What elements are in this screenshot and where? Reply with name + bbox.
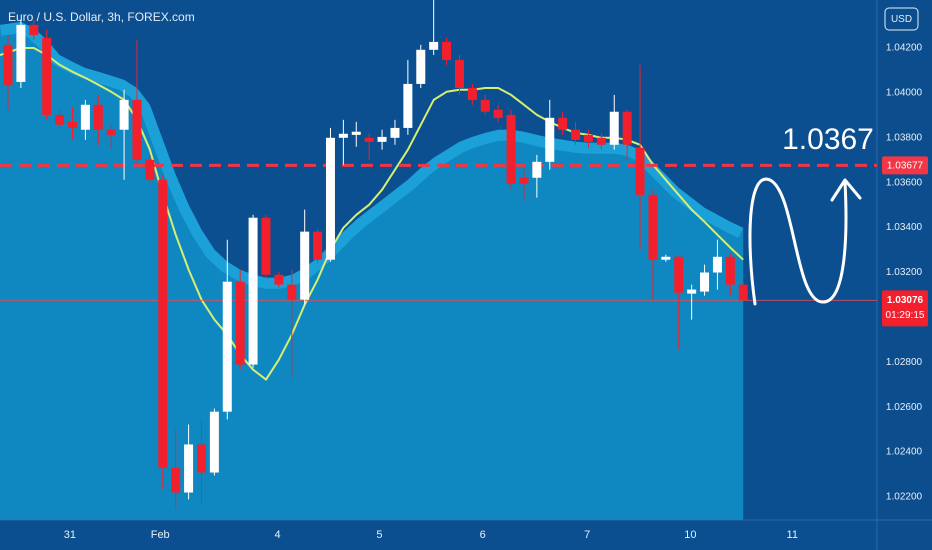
x-tick-label: Feb: [151, 529, 170, 541]
candle-body: [648, 194, 658, 260]
candle-body: [725, 256, 735, 285]
candle-body: [248, 217, 258, 365]
candle-body: [454, 59, 464, 88]
chart-title: Euro / U.S. Dollar, 3h, FOREX.com: [8, 10, 195, 24]
candle-body: [700, 272, 710, 292]
candle-body: [480, 99, 490, 112]
candle-body: [274, 274, 284, 285]
candle-body: [467, 87, 477, 100]
candle-body: [80, 104, 90, 130]
moving-average-line: [0, 47, 744, 381]
y-tick-label: 1.04200: [886, 43, 923, 54]
y-tick-label: 1.02800: [886, 357, 923, 368]
candle-body: [506, 114, 516, 184]
price-axis-panel: [877, 0, 932, 550]
candle-body: [674, 256, 684, 293]
y-tick-label: 1.02400: [886, 447, 923, 458]
candle-body: [287, 284, 297, 300]
arrow-head: [830, 178, 862, 202]
candle-body: [184, 444, 194, 493]
candle-body: [609, 111, 619, 145]
y-tick-label: 1.03600: [886, 177, 923, 188]
y-tick-label: 1.03200: [886, 267, 923, 278]
x-tick-label: 6: [480, 529, 486, 541]
y-tick-label: 1.02200: [886, 492, 923, 503]
level-price-box: [882, 156, 928, 175]
y-tick-label: 1.03400: [886, 222, 923, 233]
x-tick-label: 4: [275, 529, 281, 541]
level-price-label: 1.03677: [887, 161, 924, 172]
candle-body: [532, 161, 542, 178]
x-tick-label: 11: [787, 529, 798, 541]
currency-label[interactable]: USD: [891, 14, 912, 25]
candle-body: [313, 231, 323, 260]
candle-body: [132, 99, 142, 160]
candle-body: [235, 281, 245, 365]
currency-button[interactable]: [884, 7, 919, 31]
annotation: 1.0367: [782, 123, 874, 156]
candle-body: [442, 41, 452, 60]
hand-drawn-path: [748, 177, 848, 306]
x-tick-label: 31: [64, 529, 76, 541]
y-tick-label: 1.04000: [886, 88, 923, 99]
candle-body: [16, 24, 26, 82]
x-tick-label: 5: [376, 529, 382, 541]
candle-body: [403, 83, 413, 128]
candle-body: [351, 131, 361, 135]
candle-body: [635, 147, 645, 195]
candle-body: [519, 177, 529, 184]
candle-body: [622, 111, 632, 145]
candle-body: [377, 136, 387, 142]
candle-body: [67, 121, 77, 128]
candle-body: [158, 179, 168, 468]
candle-body: [3, 44, 13, 85]
candle-body: [596, 137, 606, 145]
candle-body: [145, 159, 155, 180]
candle-body: [261, 217, 271, 275]
y-tick-label: 1.03800: [886, 132, 923, 143]
candle-body: [171, 467, 181, 493]
candle-body: [42, 37, 52, 115]
candle-body: [55, 114, 65, 125]
last-price-label: 1.03076: [887, 295, 924, 306]
candle-body: [106, 129, 116, 135]
candle-body: [558, 117, 568, 130]
countdown-label: 01:29:15: [886, 310, 925, 321]
candle-body: [738, 284, 748, 301]
candle-body: [416, 49, 426, 84]
candle-body: [661, 256, 671, 260]
candle-body: [545, 117, 555, 162]
x-tick-label: 7: [584, 529, 590, 541]
candle-body: [712, 256, 722, 273]
candle-body: [119, 99, 129, 130]
candle-body: [390, 127, 400, 138]
candle-body: [196, 444, 206, 473]
candle-body: [429, 41, 439, 50]
candle-body: [364, 137, 374, 142]
candle-body: [209, 411, 219, 473]
candle-body: [687, 289, 697, 294]
candle-body: [583, 134, 593, 142]
candle-body: [325, 137, 335, 260]
x-tick-label: 10: [684, 529, 696, 541]
last-price-box: [882, 290, 928, 327]
candle-body: [571, 129, 581, 140]
candle-body: [222, 281, 232, 412]
candle-body: [493, 109, 503, 118]
candle-body: [93, 104, 103, 130]
candle-body: [29, 24, 39, 35]
y-tick-label: 1.02600: [886, 402, 923, 413]
overlay: 1.0367 Euro / U.S. Dollar, 3h, FOREX.com…: [8, 7, 919, 306]
candle-body: [338, 133, 348, 138]
candle-body: [300, 231, 310, 300]
